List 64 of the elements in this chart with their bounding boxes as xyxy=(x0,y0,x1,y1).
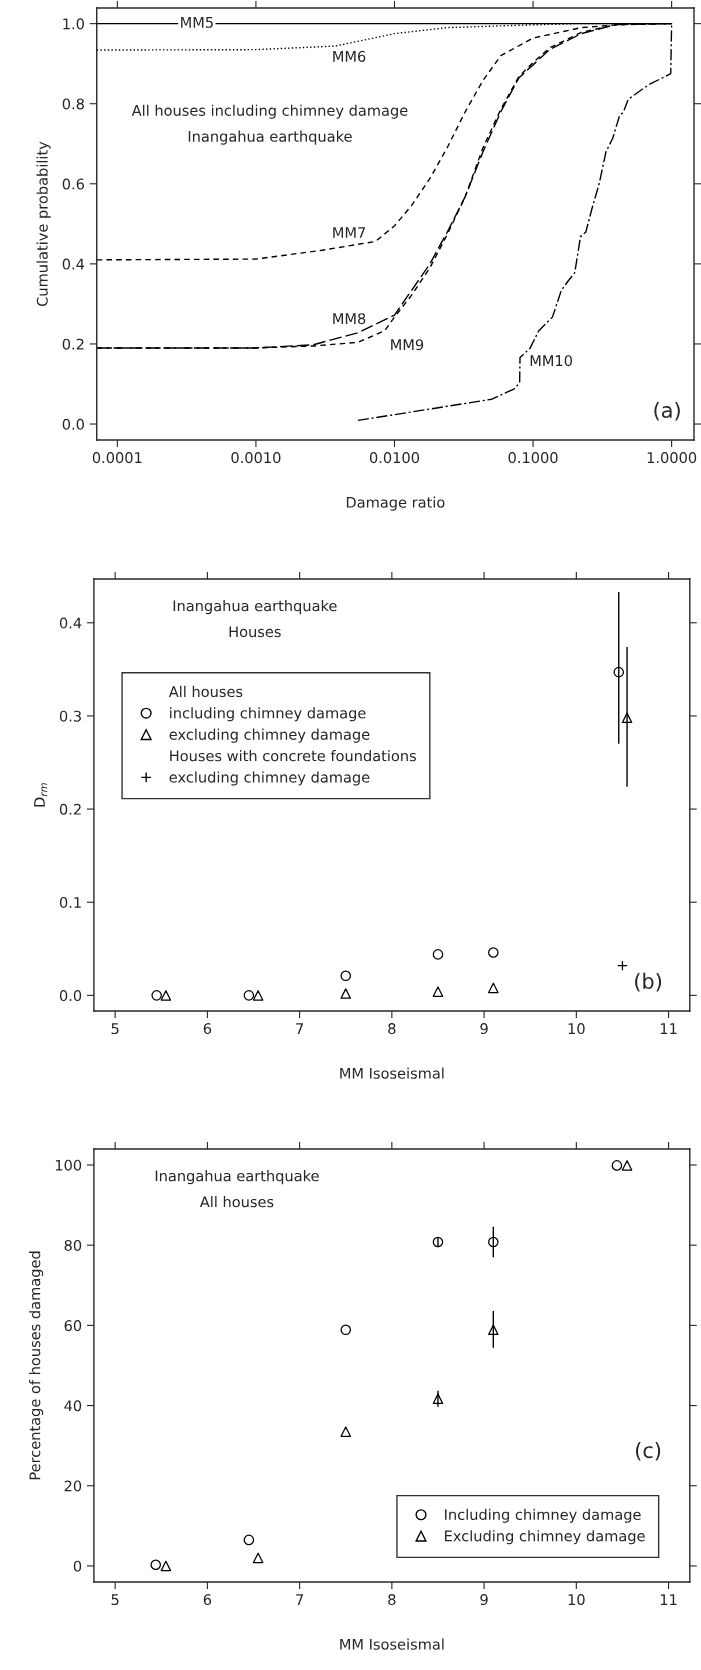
x-tick-label: 0.0010 xyxy=(231,452,281,464)
x-axis-title: Damage ratio xyxy=(346,496,445,511)
annotation: (c) xyxy=(636,1442,661,1461)
x-tick-label: 10 xyxy=(568,1594,585,1606)
y-tick-label: 40 xyxy=(64,1400,82,1412)
x-tick-label: 7 xyxy=(296,1023,304,1034)
y-tick-label: 0.4 xyxy=(59,617,82,629)
series-label: MM7 xyxy=(333,227,366,238)
y-axis-title: Cumulative probability xyxy=(36,141,51,307)
x-tick-label: 11 xyxy=(660,1594,677,1605)
series-label: MM10 xyxy=(530,355,573,367)
y-tick-label: 0.0 xyxy=(59,990,82,1002)
y-tick-label: 0.8 xyxy=(62,98,84,110)
annotation: Houses with concrete foundations xyxy=(170,750,416,762)
x-tick-label: 8 xyxy=(388,1023,396,1035)
y-axis-title: Percentage of houses damaged xyxy=(29,1251,44,1480)
annotation: All houses xyxy=(168,685,243,698)
y-tick-label: 0 xyxy=(73,1560,82,1572)
legend-label: including chimney damage xyxy=(170,707,366,722)
x-axis-title: MM Isoseismal xyxy=(340,1067,444,1079)
x-tick-label: 7 xyxy=(296,1594,304,1605)
x-tick-label: 10 xyxy=(568,1023,585,1035)
y-tick-label: 0.2 xyxy=(62,338,84,350)
x-tick-label: 9 xyxy=(480,1023,488,1035)
y-tick-label: 20 xyxy=(64,1480,82,1492)
series-label: MM8 xyxy=(333,313,366,325)
annotation: All houses xyxy=(199,1196,274,1208)
x-tick-label: 8 xyxy=(388,1594,396,1606)
y-tick-label: 0.2 xyxy=(59,803,81,815)
series-label: MM5 xyxy=(181,17,213,28)
legend-label: Excluding chimney damage xyxy=(445,1530,645,1545)
y-tick-label: 80 xyxy=(64,1239,82,1251)
x-tick-label: 5 xyxy=(111,1594,119,1606)
x-tick-label: 1.0000 xyxy=(647,452,697,464)
legend-label: excluding chimney damage xyxy=(169,771,370,786)
x-axis-title: MM Isoseismal xyxy=(340,1638,444,1650)
y-tick-label: 0.3 xyxy=(59,710,81,722)
x-tick-label: 0.0001 xyxy=(92,452,142,464)
legend-label: Including chimney damage xyxy=(445,1508,641,1523)
annotation: Houses xyxy=(229,626,281,638)
x-tick-label: 0.1000 xyxy=(508,452,558,464)
y-tick-label: 1.0 xyxy=(63,18,84,30)
y-tick-label: 60 xyxy=(64,1320,82,1332)
y-tick-label: 0.4 xyxy=(62,258,85,270)
x-tick-label: 5 xyxy=(111,1023,119,1035)
x-tick-label: 9 xyxy=(480,1594,488,1606)
annotation: (a) xyxy=(654,401,680,421)
x-tick-label: 6 xyxy=(203,1023,212,1035)
x-tick-label: 0.0100 xyxy=(369,452,420,464)
x-tick-label: 6 xyxy=(203,1594,212,1606)
series-label: MM6 xyxy=(333,50,366,62)
annotation: (b) xyxy=(635,972,662,992)
x-tick-label: 11 xyxy=(660,1023,677,1034)
y-tick-label: 0.0 xyxy=(62,418,84,430)
y-tick-label: 0.6 xyxy=(62,178,85,190)
y-tick-label: 0.1 xyxy=(59,896,81,908)
y-tick-label: 100 xyxy=(55,1159,82,1171)
legend-label: excluding chimney damage xyxy=(169,728,370,743)
annotation: Inangahua earthquake xyxy=(155,1170,319,1185)
series-label: MM9 xyxy=(391,339,424,351)
annotation: All houses including chimney damage xyxy=(131,104,408,119)
y-axis-title: D$_{rm}$ xyxy=(34,783,48,807)
annotation: Inangahua earthquake xyxy=(188,130,352,145)
annotation: Inangahua earthquake xyxy=(173,600,337,615)
